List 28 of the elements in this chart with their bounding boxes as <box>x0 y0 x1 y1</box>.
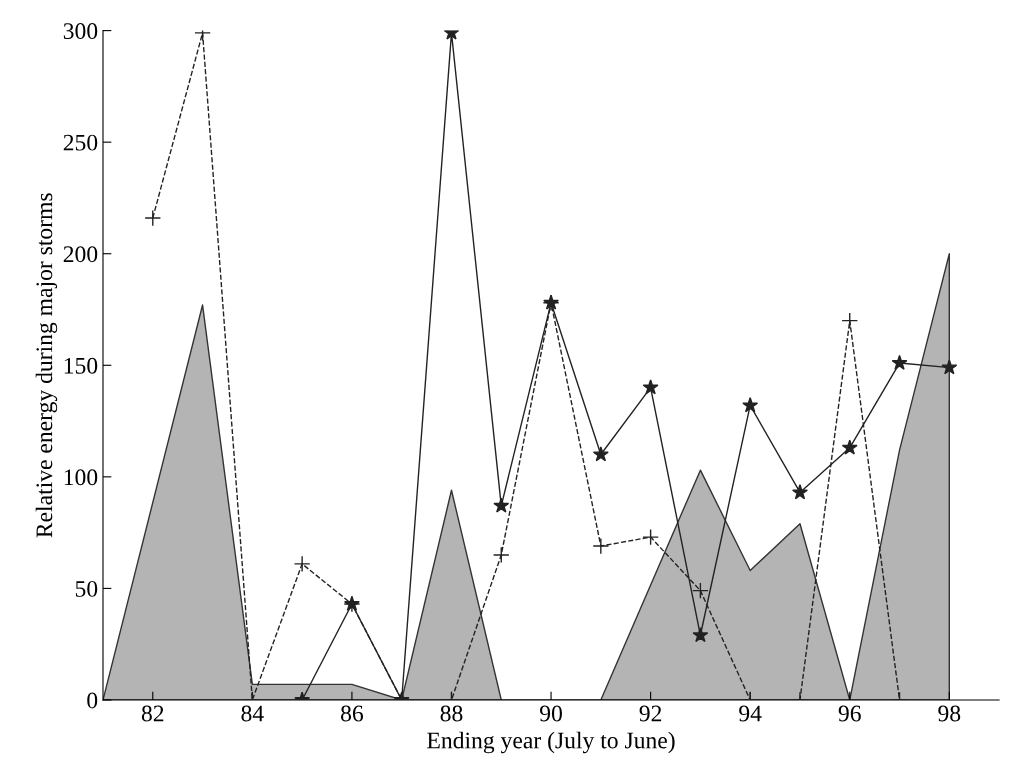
y-axis-title: Relative energy during major storms <box>35 193 58 538</box>
x-tick-label: 98 <box>938 705 961 722</box>
point <box>792 484 808 500</box>
y-tick-label: 300 <box>63 23 98 40</box>
point <box>144 209 162 227</box>
point <box>642 379 659 395</box>
point <box>841 312 859 329</box>
y-tick-label: 50 <box>75 580 98 597</box>
point <box>493 497 510 513</box>
point <box>592 446 609 462</box>
y-tick-label: 250 <box>63 134 98 151</box>
y-tick-label: 0 <box>87 692 98 709</box>
y-tick-label: 100 <box>64 469 98 486</box>
x-axis-title: Ending year (July to June) <box>427 731 675 754</box>
point <box>742 397 759 413</box>
x-tick-label: 86 <box>341 705 364 722</box>
point <box>941 359 958 375</box>
x-tick-label: 82 <box>141 705 164 722</box>
x-tick-label: 96 <box>838 705 861 722</box>
x-tick-label: 90 <box>540 705 562 722</box>
x-tick-label: 88 <box>440 705 463 722</box>
x-tick-label: 84 <box>241 705 264 722</box>
point <box>891 354 908 370</box>
y-tick-label: 200 <box>63 246 98 263</box>
x-tick-label: 94 <box>739 705 762 722</box>
y-tick-label: 150 <box>64 357 98 374</box>
point <box>841 439 858 455</box>
x-tick-label: 92 <box>639 705 662 722</box>
